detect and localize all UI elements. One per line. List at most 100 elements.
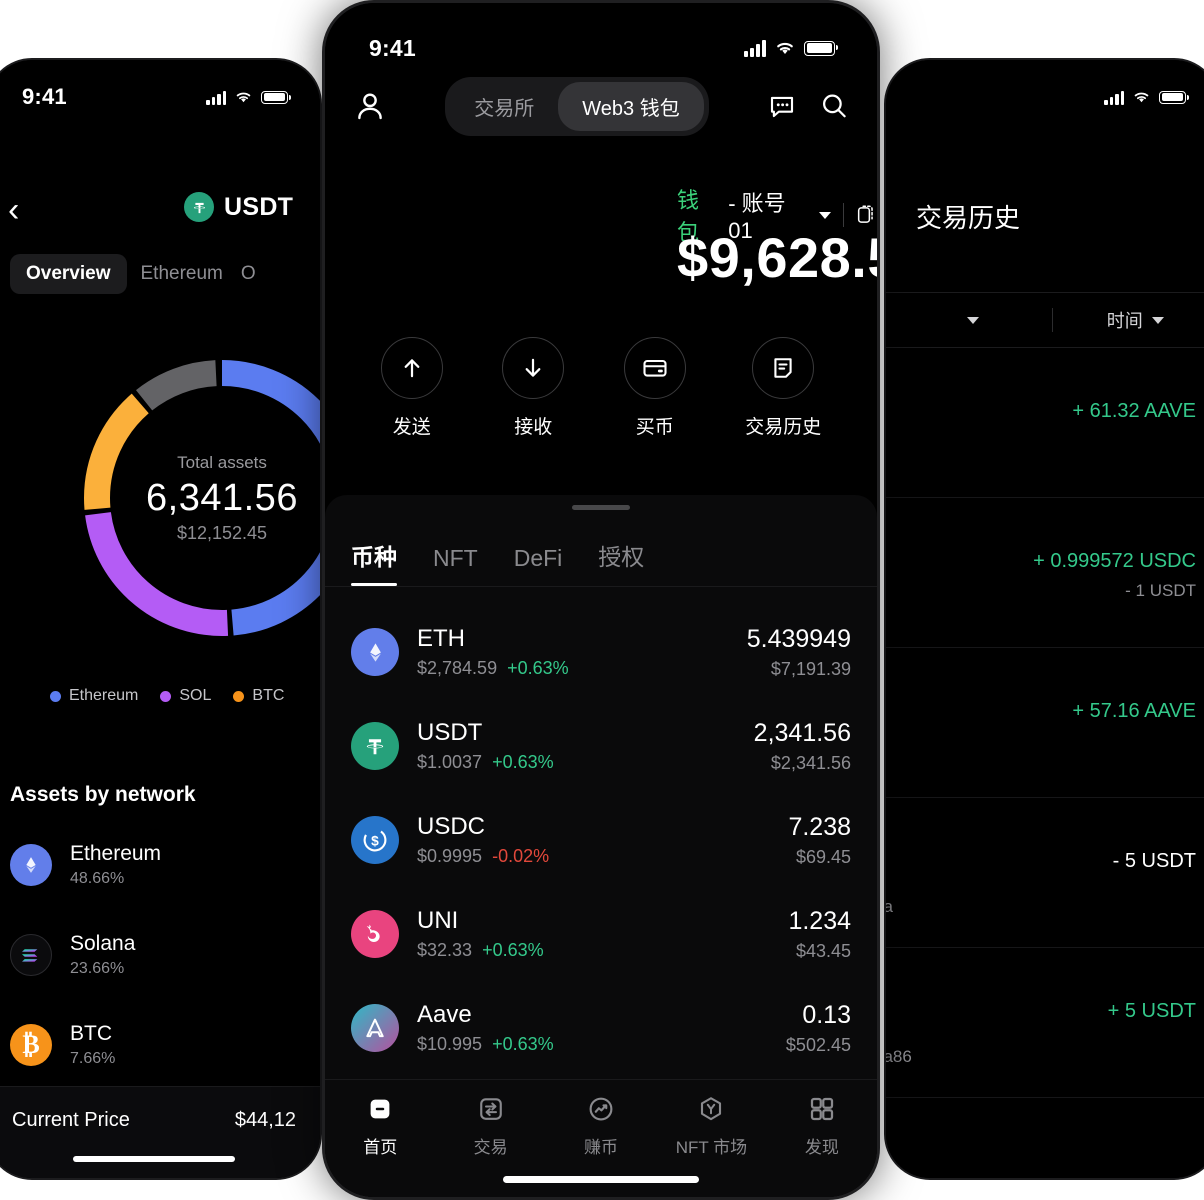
- transaction-amount: + 5 USDT: [1107, 1000, 1196, 1022]
- tabbar-earn[interactable]: 赚币: [546, 1094, 656, 1158]
- token-symbol: UNI: [417, 907, 459, 934]
- network-percent: 7.66%: [70, 1050, 116, 1067]
- transaction-row[interactable]: + 0.999572 USDC - 1 USDT: [886, 498, 1204, 648]
- transaction-row[interactable]: + 61.32 AAVE: [886, 348, 1204, 498]
- filter-type[interactable]: [886, 316, 1052, 324]
- sheet-grabber[interactable]: [572, 505, 630, 510]
- token-row-usdc[interactable]: $ USDC $0.9995 -0.02% 7.238 $: [351, 793, 851, 887]
- action-receive[interactable]: 接收: [502, 337, 565, 439]
- transaction-amount-secondary: - 1 USDT: [1125, 581, 1196, 600]
- network-row-ethereum[interactable]: Ethereum 48.66%: [10, 842, 320, 888]
- network-percent: 48.66%: [70, 870, 125, 887]
- current-price-bar: Current Price $44,12: [0, 1086, 320, 1178]
- legend-item-sol: SOL: [160, 687, 211, 705]
- tabbar-trade[interactable]: 交易: [435, 1094, 545, 1158]
- donut-slice-btc: [84, 360, 320, 636]
- network-meta: Ethereum 48.66%: [70, 842, 161, 888]
- legend-label-ethereum: Ethereum: [69, 687, 139, 704]
- account-mode-switcher: 交易所 Web3 钱包: [445, 76, 709, 136]
- ethereum-icon: [10, 844, 52, 886]
- cellular-icon: [1104, 90, 1124, 105]
- nft-market-icon: [701, 1097, 722, 1121]
- token-meta: USDC $0.9995 -0.02%: [417, 813, 770, 867]
- segment-web3-wallet[interactable]: Web3 钱包: [558, 81, 704, 131]
- legend-dot-btc: [233, 690, 245, 702]
- person-icon[interactable]: [353, 89, 387, 123]
- token-change: +0.63%: [492, 752, 554, 772]
- transaction-amount: - 5 USDT: [1112, 850, 1196, 872]
- status-icons: [744, 39, 838, 57]
- chat-bubble-icon[interactable]: [767, 91, 797, 121]
- token-price: $2,784.59: [417, 658, 498, 678]
- transaction-filter-bar: 时间: [886, 292, 1204, 348]
- token-price: $10.995: [417, 1034, 483, 1054]
- transaction-row[interactable]: + 5 USDT ba86: [886, 948, 1204, 1098]
- transaction-row[interactable]: + 57.16 AAVE: [886, 648, 1204, 798]
- token-symbol: USDT: [417, 719, 483, 746]
- donut-total-label: Total assets: [177, 452, 267, 472]
- tabbar-home[interactable]: 首页: [325, 1094, 435, 1158]
- filter-time[interactable]: 时间: [1053, 307, 1204, 333]
- token-price-line: $32.33 +0.63%: [417, 940, 770, 961]
- tab-tokens[interactable]: 币种: [351, 538, 397, 586]
- transaction-amount: + 57.16 AAVE: [1072, 700, 1196, 722]
- action-send-label: 发送: [392, 417, 431, 438]
- left-title-text: USDT: [224, 192, 294, 221]
- tab-ethereum[interactable]: Ethereum: [140, 263, 223, 284]
- token-price: $0.9995: [417, 846, 483, 866]
- token-row-aave[interactable]: Aave $10.995 +0.63% 0.13 $502.45: [351, 981, 851, 1075]
- wallet-selector[interactable]: 钱包 - 账号 01: [677, 183, 877, 247]
- tabbar-nft-market-label: NFT 市场: [675, 1138, 748, 1157]
- token-price: $1.0037: [417, 752, 483, 772]
- arrow-down-icon: [502, 337, 565, 399]
- token-row-uni[interactable]: UNI $32.33 +0.63% 1.234 $43.45: [351, 887, 851, 981]
- aave-icon: [351, 1004, 399, 1052]
- back-chevron-icon[interactable]: ‹: [8, 191, 20, 229]
- legend-dot-sol: [160, 690, 172, 702]
- transaction-amount: + 0.999572 USDC - 1 USDT: [1033, 550, 1196, 601]
- donut-total-sub: $12,152.45: [176, 522, 268, 543]
- network-row-solana[interactable]: Solana 23.66%: [10, 932, 320, 978]
- token-symbol: Aave: [417, 1001, 472, 1028]
- network-row-btc[interactable]: ₿ BTC 7.66%: [10, 1022, 320, 1068]
- wallet-account: - 账号 01: [728, 191, 786, 243]
- transaction-hash: 0a: [886, 897, 893, 917]
- tabbar-discover-label: 发现: [804, 1138, 839, 1157]
- tabbar-discover[interactable]: 发现: [767, 1094, 877, 1158]
- network-percent: 23.66%: [70, 960, 125, 977]
- token-row-usdt[interactable]: USDT $1.0037 +0.63% 2,341.56 $2,341.56: [351, 699, 851, 793]
- network-name: Ethereum: [70, 842, 162, 865]
- tab-defi[interactable]: DeFi: [513, 545, 563, 571]
- wallet-divider: [842, 203, 844, 227]
- token-balance: 7.238 $69.45: [788, 813, 851, 868]
- svg-text:$: $: [371, 833, 379, 848]
- solana-icon: [10, 934, 52, 976]
- token-list: ETH $2,784.59 +0.63% 5.439949 $7,191.39: [325, 587, 877, 1075]
- tabbar-nft-market[interactable]: NFT 市场: [656, 1094, 766, 1158]
- token-amount: 5.439949: [746, 624, 851, 653]
- copy-icon[interactable]: [856, 202, 877, 228]
- action-send[interactable]: 发送: [380, 337, 443, 439]
- tab-approvals[interactable]: 授权: [598, 544, 645, 570]
- action-history[interactable]: 交易历史: [745, 337, 821, 439]
- network-list: Ethereum 48.66%: [10, 842, 320, 1068]
- tabbar-trade-label: 交易: [473, 1138, 508, 1157]
- segment-exchange[interactable]: 交易所: [474, 97, 535, 120]
- quick-actions: 发送 接收 买币: [325, 337, 877, 439]
- transaction-row[interactable]: - 5 USDT 0a: [886, 798, 1204, 948]
- battery-icon: [261, 90, 291, 104]
- search-icon[interactable]: [819, 91, 849, 121]
- tab-nft[interactable]: NFT: [433, 545, 478, 571]
- tab-other[interactable]: O: [240, 263, 256, 284]
- status-time: 9:41: [22, 84, 67, 109]
- chevron-down-icon: [967, 316, 980, 324]
- token-row-eth[interactable]: ETH $2,784.59 +0.63% 5.439949 $7,191.39: [351, 605, 851, 699]
- left-status-bar: 9:41: [0, 60, 320, 118]
- assets-by-network-heading: Assets by network: [10, 783, 196, 806]
- chevron-down-icon[interactable]: [818, 211, 831, 219]
- usdt-icon: [351, 722, 399, 770]
- status-icons: [206, 90, 291, 105]
- tab-overview[interactable]: Overview: [10, 254, 127, 294]
- assets-sheet: 币种 NFT DeFi 授权 ETH $2,784.59: [325, 495, 877, 1197]
- action-buy[interactable]: 买币: [623, 337, 686, 439]
